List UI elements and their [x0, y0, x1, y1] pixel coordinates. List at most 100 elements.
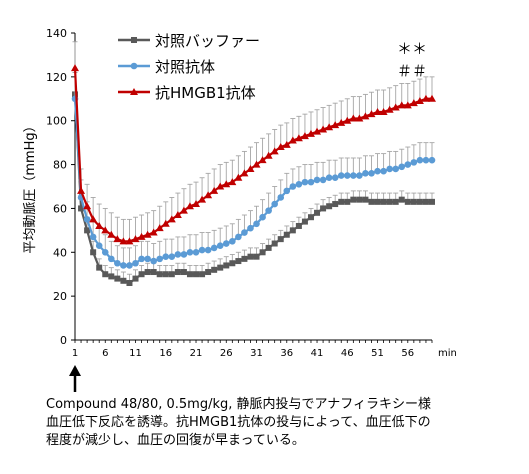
data-point: [83, 202, 92, 210]
legend-entry-0: 対照バッファー: [118, 32, 260, 50]
data-point: [108, 273, 115, 280]
data-point: [337, 172, 345, 179]
data-point: [101, 248, 109, 256]
data-point: [102, 271, 109, 278]
data-point: [397, 101, 406, 109]
data-point: [210, 186, 219, 194]
injection-arrow-head: [69, 365, 81, 376]
data-point: [205, 269, 212, 276]
data-point: [247, 253, 254, 260]
data-point: [325, 174, 333, 182]
data-point: [379, 107, 388, 115]
y-tick-label: 120: [46, 71, 67, 84]
data-point: [173, 211, 182, 219]
data-point: [373, 107, 382, 115]
data-point: [89, 233, 97, 241]
significance-hashes: ＃＃: [397, 62, 427, 80]
series-line: [73, 94, 432, 285]
data-point: [282, 140, 291, 148]
x-tick-label: 26: [220, 348, 233, 359]
data-point: [385, 105, 394, 113]
y-tick-label: 0: [60, 334, 67, 347]
data-point: [89, 215, 98, 223]
data-point: [392, 198, 399, 205]
data-point: [374, 167, 381, 175]
data-point: [410, 198, 417, 205]
data-point: [403, 101, 412, 109]
data-point: [185, 202, 194, 210]
data-point: [210, 244, 218, 252]
data-point: [174, 269, 181, 276]
data-point: [198, 195, 207, 203]
series-1: [71, 72, 436, 269]
data-point: [126, 279, 133, 286]
data-point: [126, 262, 133, 269]
data-point: [386, 198, 393, 205]
data-point: [320, 205, 327, 212]
data-point: [179, 206, 188, 214]
data-point: [404, 198, 411, 205]
data-point: [132, 259, 139, 267]
data-point: [229, 238, 236, 245]
data-point: [307, 178, 315, 186]
legend-label: 対照バッファー: [155, 32, 260, 50]
data-point: [253, 253, 260, 260]
data-point: [404, 161, 412, 168]
data-point: [421, 94, 430, 102]
series-0: [72, 72, 435, 286]
data-point: [355, 114, 364, 122]
data-point: [416, 156, 424, 164]
data-point: [108, 255, 115, 263]
significance-asterisks: ＊＊: [397, 40, 427, 58]
y-tick-label: 20: [53, 290, 67, 303]
data-point: [259, 213, 266, 221]
data-point: [137, 232, 146, 240]
legend-entry-2: 抗HMGB1抗体: [118, 84, 256, 102]
data-point: [300, 132, 309, 140]
data-point: [337, 118, 346, 126]
data-point: [162, 271, 169, 278]
data-point: [204, 191, 213, 199]
data-point: [144, 255, 151, 263]
data-point: [222, 180, 231, 188]
data-point: [119, 237, 128, 245]
data-point: [295, 222, 302, 229]
data-point: [331, 121, 340, 129]
data-point: [361, 112, 370, 120]
y-tick-label: 100: [46, 115, 67, 128]
data-point: [415, 96, 424, 104]
x-tick-label: 41: [311, 348, 324, 359]
data-point: [350, 196, 357, 203]
x-tick-label: 31: [250, 348, 263, 359]
y-tick-label: 140: [46, 27, 67, 40]
y-tick-label: 60: [53, 202, 67, 215]
data-point: [367, 110, 376, 118]
figure-caption: Compound 48/80, 0.5mg/kg, 静脈内投与でアナフィラキシー…: [46, 396, 526, 450]
data-point: [90, 249, 97, 256]
data-point: [168, 271, 175, 278]
data-point: [138, 255, 145, 263]
data-point: [120, 277, 127, 284]
data-point: [314, 209, 321, 216]
data-point: [246, 164, 255, 172]
data-point: [422, 198, 429, 205]
data-point: [113, 235, 122, 243]
data-point: [101, 226, 110, 234]
data-point: [155, 224, 164, 232]
data-point: [241, 255, 248, 262]
data-point: [156, 255, 164, 263]
data-point: [96, 264, 103, 271]
data-point: [240, 169, 249, 177]
x-tick-label: 6: [102, 348, 108, 359]
data-point: [368, 198, 375, 205]
x-tick-label: 51: [371, 348, 384, 359]
data-point: [229, 260, 236, 267]
legend-label: 抗HMGB1抗体: [155, 84, 256, 102]
data-point: [326, 203, 333, 210]
data-point: [288, 136, 297, 144]
legend-label: 対照抗体: [155, 58, 215, 76]
data-point: [228, 178, 237, 186]
data-point: [398, 163, 406, 171]
data-point: [247, 224, 254, 232]
